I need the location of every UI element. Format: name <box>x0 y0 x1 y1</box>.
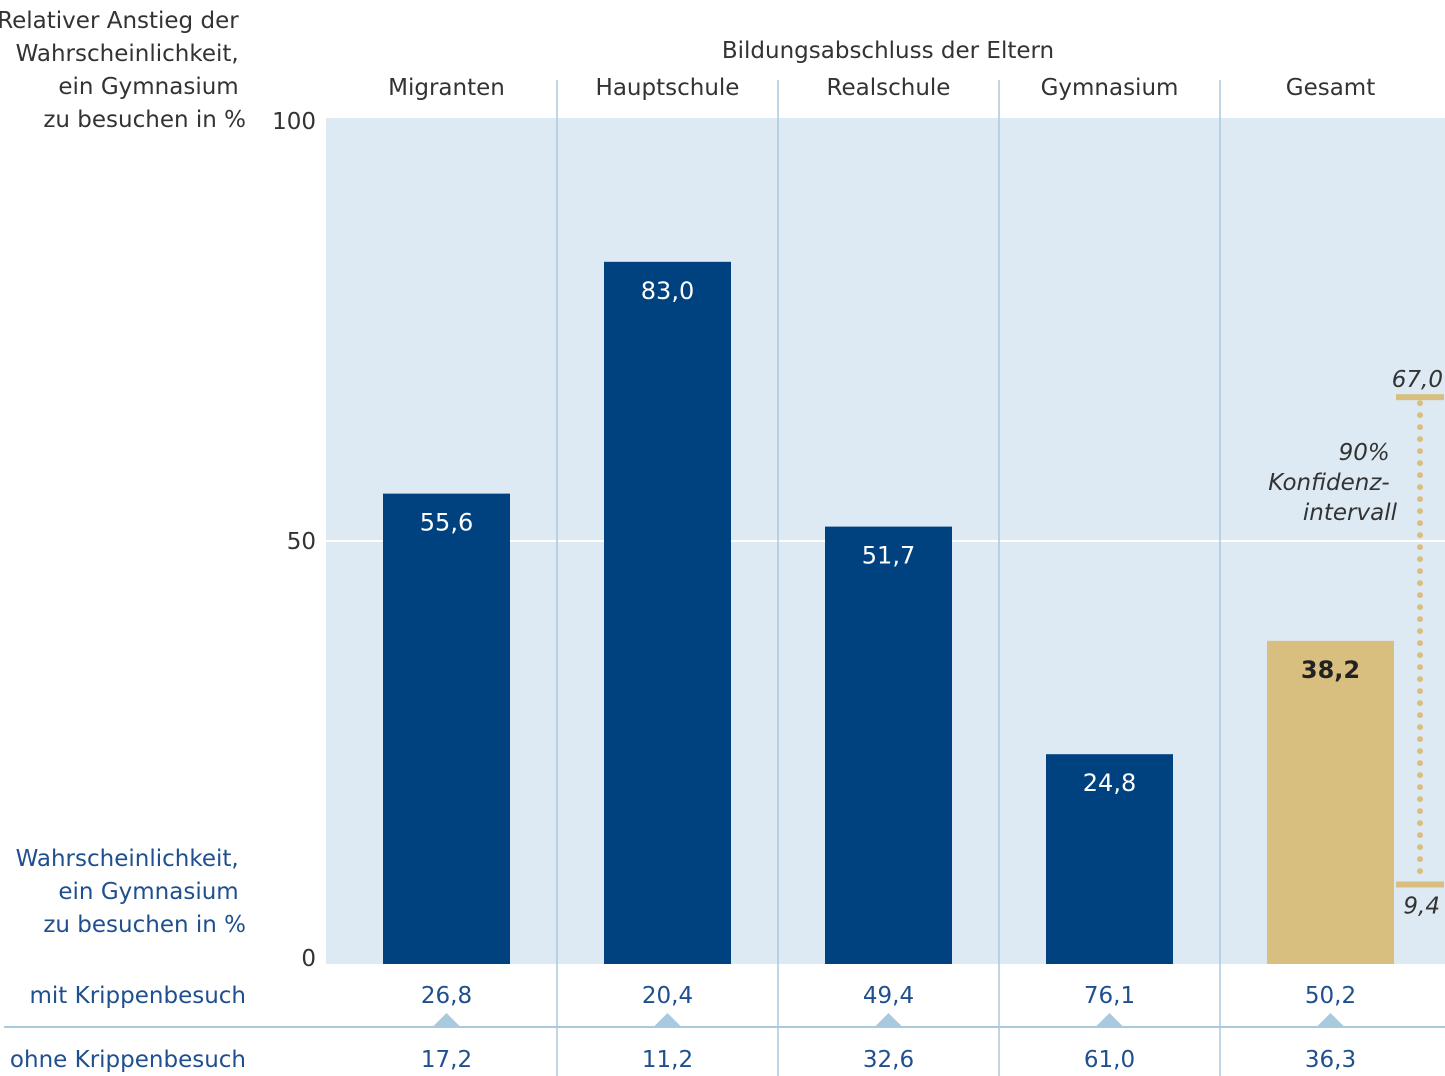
bar <box>604 261 731 964</box>
y-axis-label: Relativer Anstieg der Wahrscheinlichkeit… <box>0 8 246 133</box>
ci-lower-cap <box>1396 881 1444 888</box>
group-title: Bildungsabschluss der Eltern <box>722 38 1054 64</box>
row-value-with-daycare: 49,4 <box>863 983 914 1009</box>
row-value-with-daycare: 50,2 <box>1305 983 1356 1009</box>
row-value-without-daycare: 36,3 <box>1305 1047 1356 1073</box>
confidence-interval <box>1396 394 1444 888</box>
ci-label-line: Konfidenz- <box>1268 470 1389 496</box>
y-tick-0: 0 <box>301 946 316 972</box>
row-marker-triangle <box>653 1013 682 1027</box>
category-header: Gesamt <box>1286 75 1375 101</box>
ci-lower-label: 9,4 <box>1403 893 1440 919</box>
row-marker-triangle <box>1095 1013 1124 1027</box>
ci-label-line: intervall <box>1303 500 1398 526</box>
bar <box>825 526 952 964</box>
row-values: 26,8 17,2 20,4 11,2 49,4 32,6 76,1 61,0 50,2 36,3 <box>421 983 1356 1073</box>
row-value-without-daycare: 17,2 <box>421 1047 472 1073</box>
y-tick-50: 50 <box>287 529 316 555</box>
probability-label-line: ein Gymnasium <box>58 879 238 905</box>
y-axis-label-line: zu besuchen in % <box>43 107 246 133</box>
row-value-without-daycare: 11,2 <box>642 1047 693 1073</box>
bar-value-label: 55,6 <box>420 509 473 537</box>
category-header: Realschule <box>827 75 951 101</box>
row-value-without-daycare: 61,0 <box>1084 1047 1135 1073</box>
y-axis-label-line: Wahrscheinlichkeit, <box>16 41 239 67</box>
row-value-without-daycare: 32,6 <box>863 1047 914 1073</box>
bar-value-label: 24,8 <box>1083 769 1136 797</box>
probability-label-line: zu besuchen in % <box>43 912 246 938</box>
category-header: Migranten <box>388 75 505 101</box>
category-header: Hauptschule <box>596 75 740 101</box>
ci-upper-cap <box>1396 394 1444 401</box>
ci-label: 90% Konfidenz- intervall <box>1268 440 1397 526</box>
column-separators <box>556 80 1221 1076</box>
row-value-with-daycare: 76,1 <box>1084 983 1135 1009</box>
row-markers <box>432 1013 1345 1027</box>
category-headers: Migranten Hauptschule Realschule Gymnasium G… <box>388 75 1375 101</box>
bar <box>1267 640 1394 964</box>
y-tick-100: 100 <box>272 109 316 135</box>
y-axis-label-line: ein Gymnasium <box>58 74 238 100</box>
bar-value-label: 83,0 <box>641 277 694 305</box>
bars <box>383 261 1394 964</box>
bar <box>383 493 510 964</box>
ci-label-line: 90% <box>1339 440 1390 466</box>
ci-upper-label: 67,0 <box>1392 367 1443 393</box>
bar <box>1046 754 1173 964</box>
bar-value-labels: 55,6 83,0 51,7 24,8 38,2 <box>420 277 1360 797</box>
row-marker-triangle <box>432 1013 461 1027</box>
row-value-with-daycare: 20,4 <box>642 983 693 1009</box>
probability-label-line: Wahrscheinlichkeit, <box>16 846 239 872</box>
probability-label: Wahrscheinlichkeit, ein Gymnasium zu bes… <box>16 846 246 938</box>
row-label-with-daycare: mit Krippenbesuch <box>29 983 246 1009</box>
category-header: Gymnasium <box>1041 75 1179 101</box>
row-label-without-daycare: ohne Krippenbesuch <box>10 1047 246 1073</box>
row-marker-triangle <box>1316 1013 1345 1027</box>
row-marker-triangle <box>874 1013 903 1027</box>
bar-value-label: 38,2 <box>1301 656 1360 684</box>
row-value-with-daycare: 26,8 <box>421 983 472 1009</box>
y-axis-label-line: Relativer Anstieg der <box>0 8 239 34</box>
bar-value-label: 51,7 <box>862 542 915 570</box>
